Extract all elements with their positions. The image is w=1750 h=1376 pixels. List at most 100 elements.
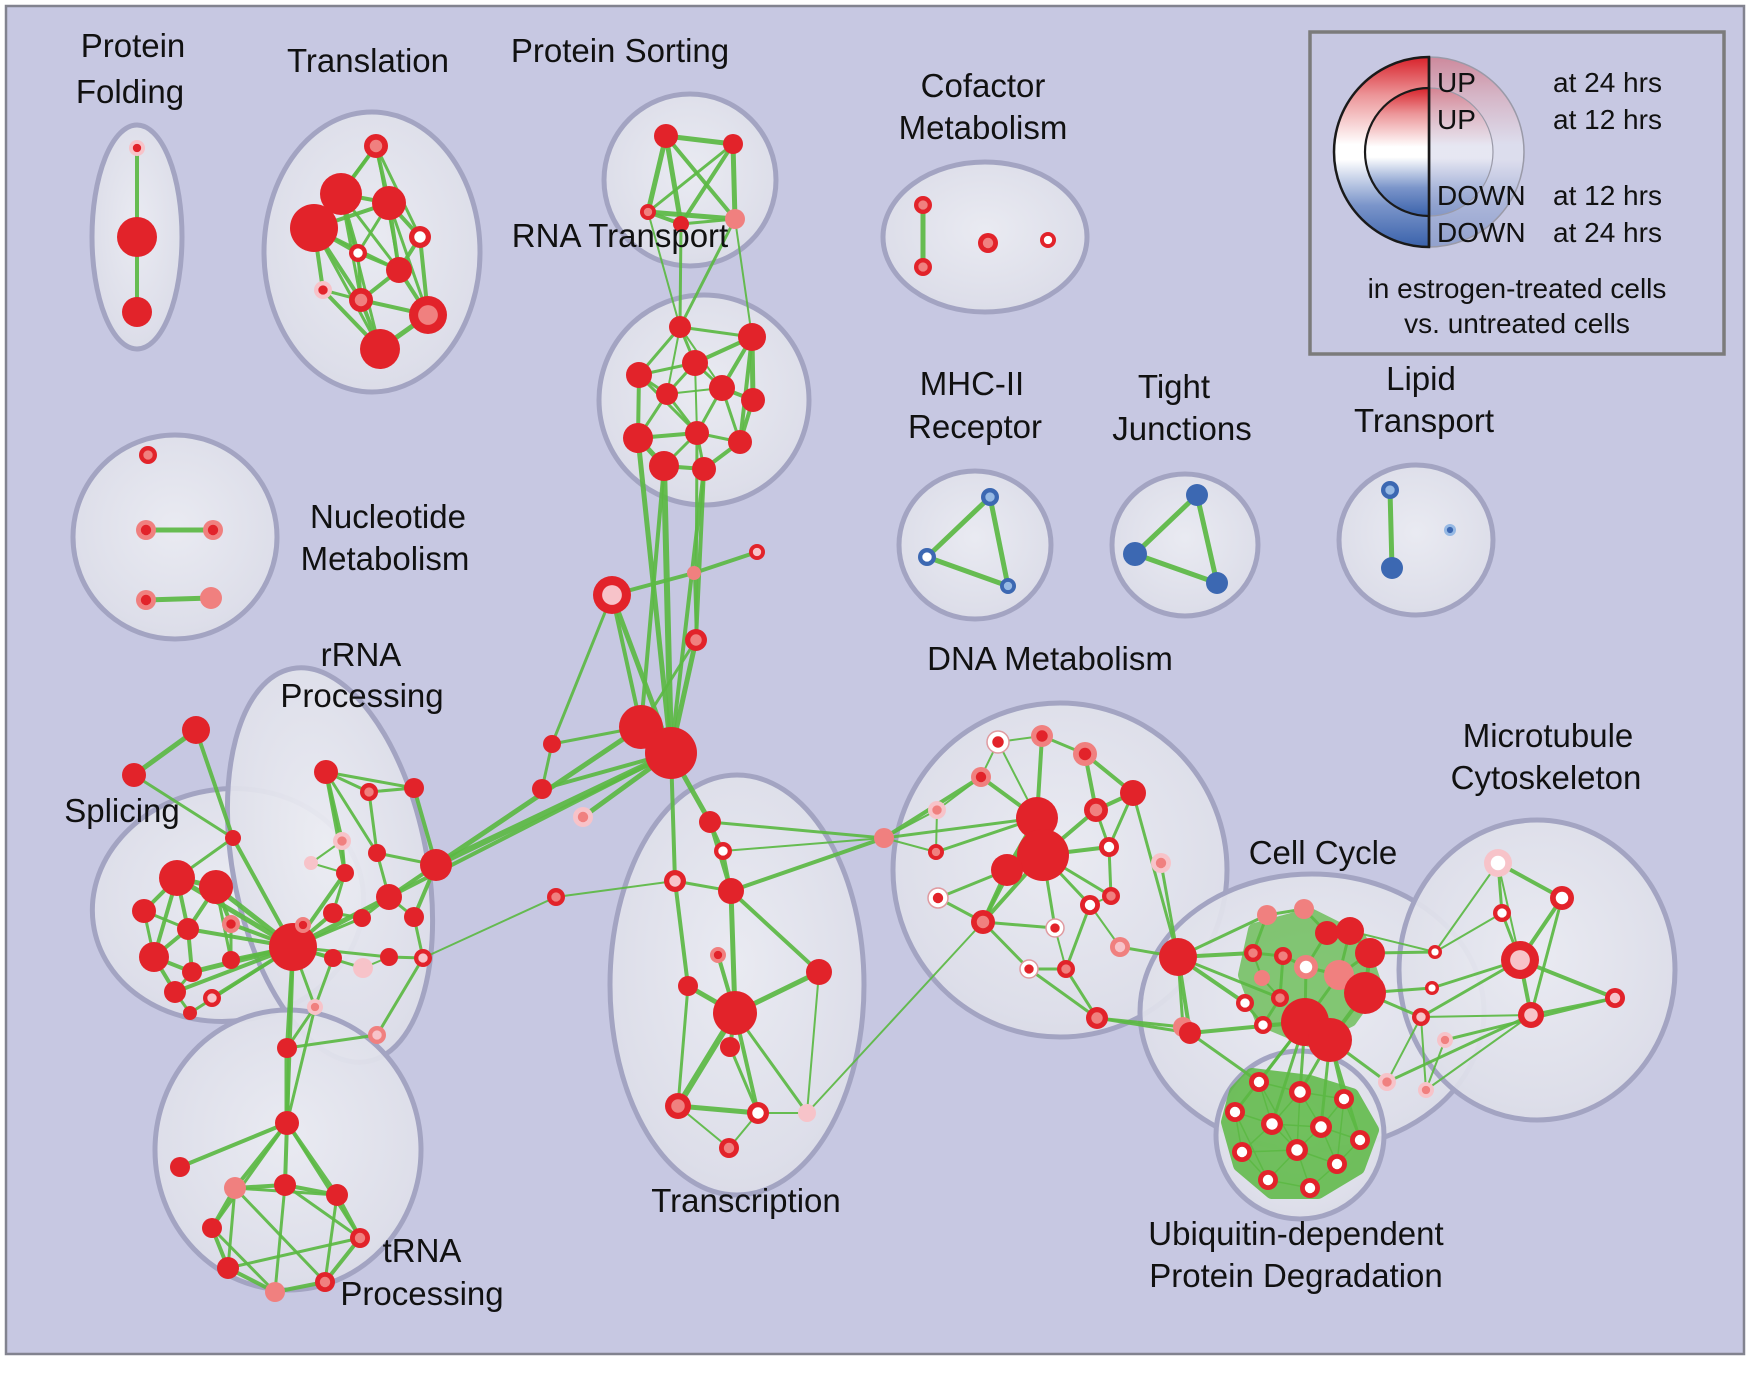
node-inner-12h bbox=[1555, 891, 1569, 905]
network-node bbox=[323, 903, 343, 923]
network-edge bbox=[422, 896, 557, 959]
network-edge bbox=[675, 1103, 761, 1116]
network-edge bbox=[210, 1121, 289, 1230]
node-outer-24h bbox=[1017, 829, 1069, 881]
network-edge bbox=[555, 880, 676, 898]
node-inner-12h bbox=[1440, 1035, 1450, 1045]
network-node bbox=[1336, 917, 1364, 945]
network-node bbox=[360, 329, 400, 369]
network-node bbox=[673, 216, 689, 232]
network-node bbox=[404, 778, 424, 798]
network-edge bbox=[729, 889, 821, 974]
network-edge bbox=[285, 1005, 317, 1125]
node-inner-12h bbox=[369, 139, 383, 153]
cluster-label-microtubule-cytoskeleton: Microtubule bbox=[1463, 717, 1634, 754]
network-node bbox=[349, 244, 367, 262]
network-node bbox=[741, 388, 765, 412]
node-outer-24h bbox=[122, 297, 152, 327]
network-node bbox=[1019, 959, 1039, 979]
network-node bbox=[738, 323, 766, 351]
node-inner-12h bbox=[143, 450, 153, 460]
network-node bbox=[364, 134, 388, 158]
network-node bbox=[1086, 1007, 1108, 1029]
node-inner-12h bbox=[1304, 1182, 1316, 1194]
network-node bbox=[420, 849, 452, 881]
network-node bbox=[626, 362, 652, 388]
network-node bbox=[692, 457, 716, 481]
legend-ring-12h-left bbox=[1363, 86, 1431, 218]
network-node bbox=[914, 196, 932, 214]
network-edge bbox=[673, 879, 690, 988]
network-node bbox=[656, 383, 678, 405]
node-inner-12h bbox=[1236, 1146, 1248, 1158]
node-inner-12h bbox=[1609, 992, 1621, 1004]
network-node bbox=[682, 350, 708, 376]
node-inner-12h bbox=[718, 846, 728, 856]
node-inner-12h bbox=[353, 248, 363, 258]
node-inner-12h bbox=[1036, 730, 1048, 742]
node-inner-12h bbox=[922, 552, 932, 562]
network-edge bbox=[1434, 862, 1499, 953]
cluster-bubble-microtubule-cytoskeleton bbox=[1396, 817, 1678, 1123]
node-inner-12h bbox=[1385, 485, 1395, 495]
cluster-bubble-transcription bbox=[607, 772, 867, 1198]
network-node bbox=[1031, 725, 1053, 747]
node-outer-24h bbox=[420, 849, 452, 881]
network-edge bbox=[1529, 996, 1617, 1017]
cluster-label-transcription: Transcription bbox=[651, 1182, 841, 1219]
node-outer-24h bbox=[1381, 557, 1403, 579]
network-node bbox=[1000, 578, 1016, 594]
network-edge bbox=[645, 209, 738, 222]
node-outer-24h bbox=[1324, 960, 1354, 990]
node-inner-12h bbox=[207, 524, 219, 536]
network-node bbox=[1040, 232, 1056, 248]
node-outer-24h bbox=[1257, 905, 1277, 925]
network-edge bbox=[722, 837, 885, 852]
node-outer-24h bbox=[713, 991, 757, 1035]
node-outer-24h bbox=[199, 870, 233, 904]
network-node bbox=[1484, 849, 1512, 877]
node-inner-12h bbox=[1490, 855, 1506, 871]
network-edge bbox=[924, 494, 993, 560]
network-node bbox=[1236, 994, 1254, 1012]
cluster-label-dna-metabolism: DNA Metabolism bbox=[927, 640, 1173, 677]
network-node bbox=[719, 1138, 739, 1158]
node-outer-24h bbox=[709, 375, 735, 401]
node-inner-12h bbox=[918, 262, 928, 272]
network-node bbox=[376, 884, 402, 910]
network-edge bbox=[285, 1033, 379, 1050]
network-node bbox=[314, 760, 338, 784]
node-inner-12h bbox=[643, 207, 653, 217]
network-node bbox=[129, 140, 145, 156]
node-outer-24h bbox=[139, 942, 169, 972]
node-inner-12h bbox=[976, 915, 990, 929]
network-node bbox=[1258, 1170, 1278, 1190]
legend-box bbox=[1308, 30, 1726, 356]
network-node bbox=[593, 576, 631, 614]
node-outer-24h bbox=[353, 909, 371, 927]
network-edge bbox=[647, 211, 681, 328]
legend-entry-direction-3: DOWN bbox=[1437, 217, 1526, 248]
network-node bbox=[1254, 970, 1270, 986]
network-edge bbox=[226, 1236, 362, 1270]
network-node bbox=[1378, 1073, 1396, 1091]
node-outer-24h bbox=[202, 1218, 222, 1238]
node-inner-12h bbox=[354, 1232, 366, 1244]
network-edge bbox=[550, 593, 614, 746]
node-inner-12h bbox=[1421, 1085, 1431, 1095]
node-outer-24h bbox=[217, 1257, 239, 1279]
legend-entry-time-2: at 12 hrs bbox=[1553, 180, 1662, 211]
network-node bbox=[725, 209, 745, 229]
network-edge bbox=[1419, 958, 1522, 1019]
network-node bbox=[277, 1038, 297, 1058]
network-node bbox=[728, 430, 752, 454]
node-inner-12h bbox=[364, 787, 374, 797]
node-outer-24h bbox=[649, 451, 679, 481]
network-node bbox=[368, 1026, 386, 1044]
network-node bbox=[543, 735, 561, 753]
node-outer-24h bbox=[741, 388, 765, 412]
node-inner-12h bbox=[1043, 235, 1053, 245]
node-outer-24h bbox=[117, 217, 157, 257]
network-node bbox=[1151, 853, 1171, 873]
